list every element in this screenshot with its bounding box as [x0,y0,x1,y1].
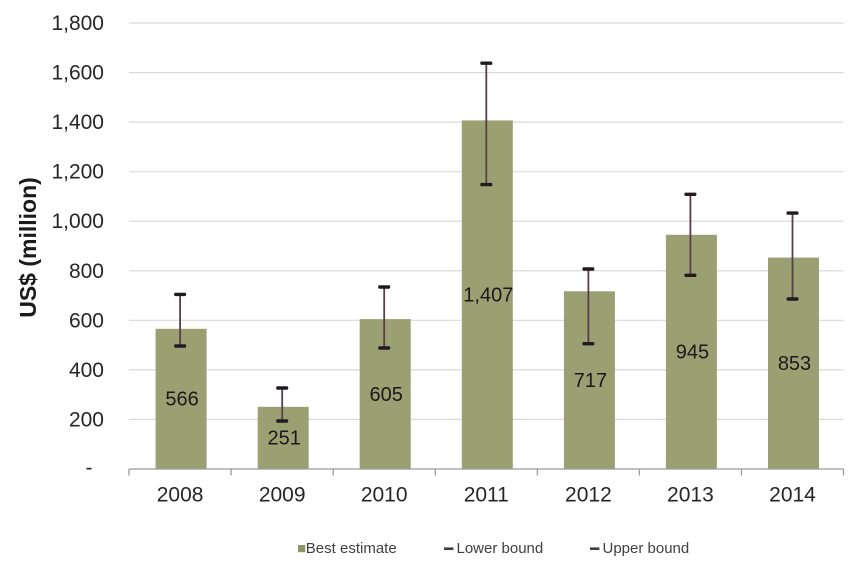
svg-text:Lower bound: Lower bound [457,540,544,557]
svg-text:Best estimate: Best estimate [306,540,397,557]
svg-text:1,200: 1,200 [51,161,104,184]
svg-text:US$ (million): US$ (million) [15,177,41,318]
svg-text:945: 945 [676,342,709,364]
svg-text:400: 400 [69,359,104,382]
svg-text:1,400: 1,400 [51,111,104,134]
svg-text:2008: 2008 [157,484,204,507]
svg-text:800: 800 [69,260,104,283]
svg-text:853: 853 [778,353,811,375]
svg-text:-: - [86,457,93,480]
svg-text:Upper bound: Upper bound [603,540,690,557]
svg-text:2009: 2009 [259,484,306,507]
svg-text:2013: 2013 [667,484,714,507]
svg-text:566: 566 [165,389,198,411]
svg-text:1,600: 1,600 [51,62,104,85]
svg-text:200: 200 [69,408,104,431]
svg-text:2010: 2010 [361,484,408,507]
svg-text:600: 600 [69,309,104,332]
svg-text:1,800: 1,800 [51,12,104,35]
svg-text:717: 717 [574,370,607,392]
svg-text:2011: 2011 [464,484,509,507]
svg-text:2012: 2012 [565,484,612,507]
svg-text:605: 605 [370,384,403,406]
svg-text:251: 251 [268,428,301,450]
svg-text:1,407: 1,407 [463,284,513,306]
svg-text:2014: 2014 [769,484,816,507]
svg-text:1,000: 1,000 [51,210,104,233]
